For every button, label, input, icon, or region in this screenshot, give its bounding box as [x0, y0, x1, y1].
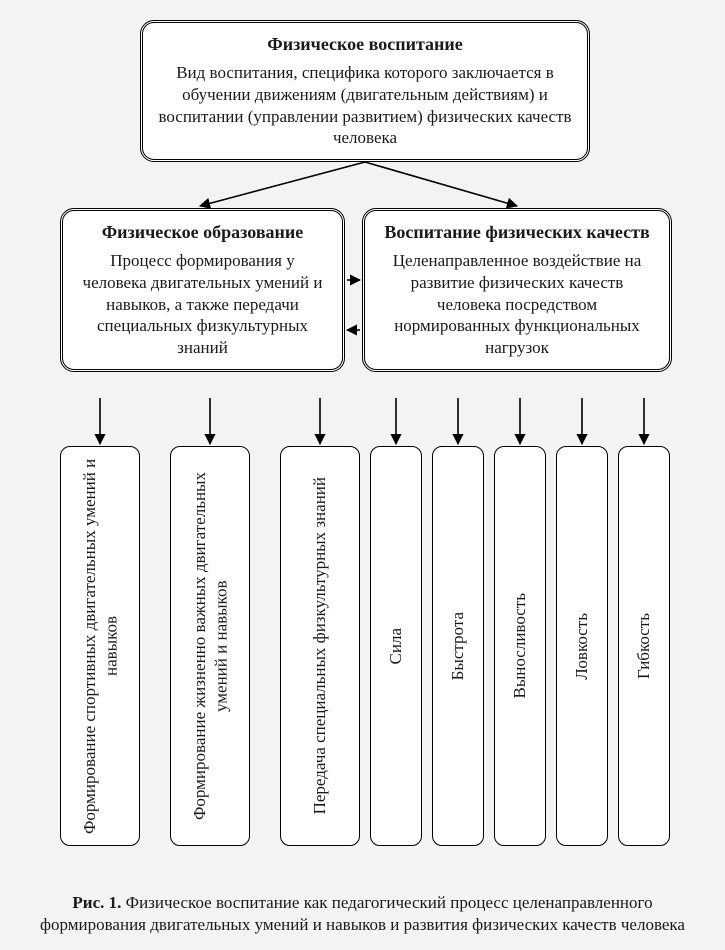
leaf-left-1-label: Формирование жизненно важных двигательны… — [189, 455, 232, 837]
figure-caption-label: Рис. 1. — [72, 893, 121, 912]
leaf-left-2-label: Передача специальных физкультурных знани… — [309, 477, 330, 814]
leaf-left-2: Передача специальных физкультурных знани… — [280, 446, 360, 846]
leaf-right-3: Ловкость — [556, 446, 608, 846]
node-left: Физическое образование Процесс формирова… — [60, 208, 345, 372]
leaf-right-4: Гибкость — [618, 446, 670, 846]
leaf-right-1-label: Быстрота — [447, 612, 468, 680]
edge-top-to-right — [365, 162, 517, 206]
leaf-left-0-label: Формирование спортивных двигательных уме… — [79, 455, 122, 837]
node-left-title: Физическое образование — [77, 221, 328, 244]
leaf-left-0: Формирование спортивных двигательных уме… — [60, 446, 140, 846]
node-top-body: Вид воспитания, специфика которого заклю… — [158, 63, 571, 147]
node-right: Воспитание физических качеств Целенаправ… — [362, 208, 672, 372]
node-right-body: Целенаправленное воздействие на развитие… — [393, 251, 642, 357]
leaf-left-1: Формирование жизненно важных двигательны… — [170, 446, 250, 846]
figure-caption-text: Физическое воспитание как педагогический… — [40, 893, 685, 934]
leaf-right-2-label: Выносливость — [509, 593, 530, 698]
leaf-right-2: Выносливость — [494, 446, 546, 846]
edge-top-to-left — [200, 162, 365, 206]
node-right-title: Воспитание физических качеств — [379, 221, 655, 244]
leaf-right-0-label: Сила — [385, 628, 406, 664]
leaf-right-4-label: Гибкость — [633, 613, 654, 679]
node-top-title: Физическое воспитание — [157, 33, 573, 56]
leaf-right-1: Быстрота — [432, 446, 484, 846]
leaf-right-3-label: Ловкость — [571, 613, 592, 680]
leaf-right-0: Сила — [370, 446, 422, 846]
figure-caption: Рис. 1. Физическое воспитание как педаго… — [40, 892, 685, 936]
diagram-canvas: Физическое воспитание Вид воспитания, сп… — [0, 0, 725, 950]
node-left-body: Процесс формирования у человека двигател… — [83, 251, 323, 357]
node-top: Физическое воспитание Вид воспитания, сп… — [140, 20, 590, 162]
